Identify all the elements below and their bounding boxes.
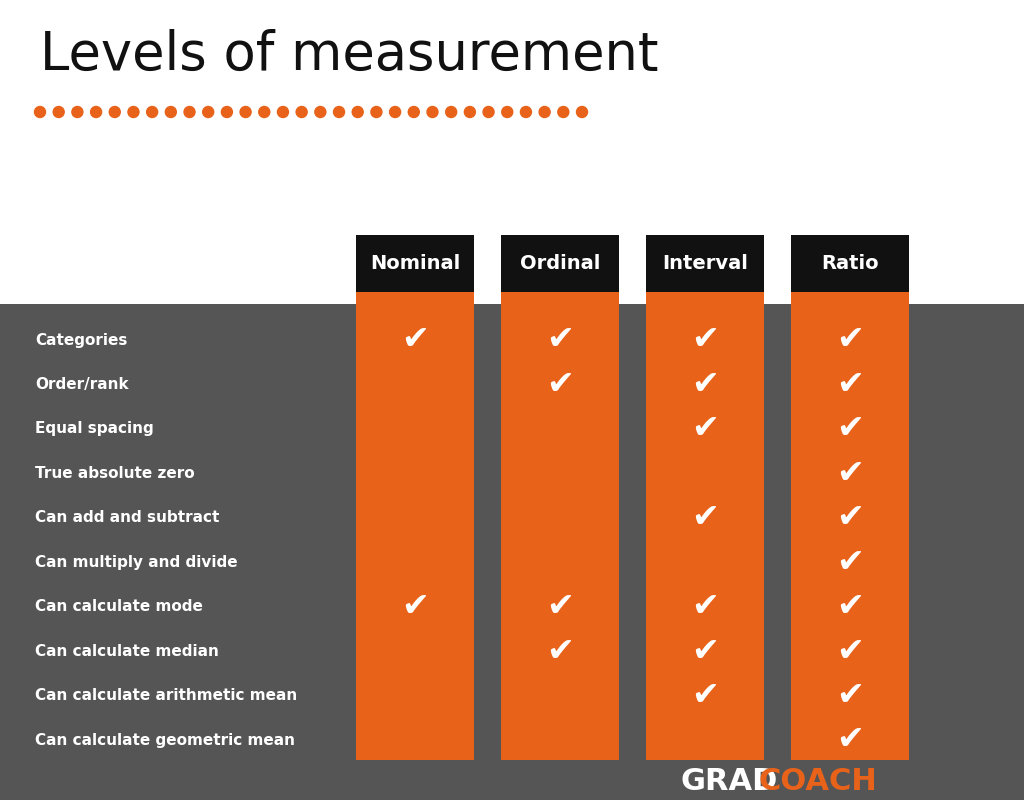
Circle shape <box>53 106 65 118</box>
Circle shape <box>520 106 531 118</box>
Circle shape <box>110 106 120 118</box>
Circle shape <box>35 106 45 118</box>
Text: Can calculate mode: Can calculate mode <box>35 599 203 614</box>
Bar <box>501 235 618 304</box>
Circle shape <box>334 106 344 118</box>
Text: ✔: ✔ <box>836 546 864 578</box>
Bar <box>791 292 909 304</box>
Bar <box>791 235 909 304</box>
Text: Can calculate arithmetic mean: Can calculate arithmetic mean <box>35 688 297 703</box>
Text: Order/rank: Order/rank <box>35 377 129 392</box>
Text: ✔: ✔ <box>836 457 864 490</box>
Text: ✔: ✔ <box>836 502 864 534</box>
Bar <box>0 304 1024 800</box>
Circle shape <box>427 106 438 118</box>
Bar <box>356 304 474 760</box>
Text: Equal spacing: Equal spacing <box>35 422 154 436</box>
Circle shape <box>240 106 251 118</box>
Circle shape <box>464 106 475 118</box>
Text: ✔: ✔ <box>546 634 574 668</box>
Circle shape <box>90 106 101 118</box>
Bar <box>646 235 764 304</box>
Text: ✔: ✔ <box>836 412 864 446</box>
Circle shape <box>352 106 364 118</box>
Text: ✔: ✔ <box>836 723 864 757</box>
Text: ✔: ✔ <box>691 590 719 623</box>
Bar <box>646 292 764 304</box>
Text: ✔: ✔ <box>546 368 574 401</box>
Bar <box>791 304 909 760</box>
Text: Categories: Categories <box>35 333 127 347</box>
Circle shape <box>445 106 457 118</box>
Circle shape <box>128 106 139 118</box>
Circle shape <box>389 106 400 118</box>
Text: Nominal: Nominal <box>370 254 460 273</box>
Text: ✔: ✔ <box>691 634 719 668</box>
Circle shape <box>72 106 83 118</box>
Text: ✔: ✔ <box>691 323 719 357</box>
Circle shape <box>259 106 269 118</box>
Text: Can calculate median: Can calculate median <box>35 644 219 658</box>
Circle shape <box>184 106 195 118</box>
Text: GRAD: GRAD <box>680 767 777 797</box>
Circle shape <box>165 106 176 118</box>
Circle shape <box>146 106 158 118</box>
Text: ✔: ✔ <box>546 590 574 623</box>
Text: Can multiply and divide: Can multiply and divide <box>35 554 238 570</box>
Text: ✔: ✔ <box>691 368 719 401</box>
Circle shape <box>221 106 232 118</box>
Text: ✔: ✔ <box>401 590 429 623</box>
Text: ✔: ✔ <box>691 412 719 446</box>
Bar <box>356 292 474 304</box>
Text: ✔: ✔ <box>401 323 429 357</box>
Text: Ordinal: Ordinal <box>520 254 600 273</box>
Bar <box>356 235 474 304</box>
Circle shape <box>203 106 214 118</box>
Text: COACH: COACH <box>758 767 877 797</box>
Circle shape <box>296 106 307 118</box>
Text: True absolute zero: True absolute zero <box>35 466 195 481</box>
Bar <box>646 304 764 760</box>
Text: ✔: ✔ <box>836 590 864 623</box>
Circle shape <box>577 106 588 118</box>
Circle shape <box>314 106 326 118</box>
Text: Can calculate geometric mean: Can calculate geometric mean <box>35 733 295 747</box>
Circle shape <box>278 106 289 118</box>
Text: Ratio: Ratio <box>821 254 879 273</box>
Circle shape <box>502 106 513 118</box>
Circle shape <box>539 106 550 118</box>
Text: ✔: ✔ <box>836 323 864 357</box>
Text: ✔: ✔ <box>836 634 864 668</box>
Text: ✔: ✔ <box>836 679 864 712</box>
Circle shape <box>483 106 494 118</box>
Text: ✔: ✔ <box>836 368 864 401</box>
Bar <box>501 304 618 760</box>
Text: Interval: Interval <box>663 254 748 273</box>
Circle shape <box>371 106 382 118</box>
Text: ✔: ✔ <box>546 323 574 357</box>
Text: Can add and subtract: Can add and subtract <box>35 510 219 526</box>
Bar <box>501 292 618 304</box>
Text: ✔: ✔ <box>691 679 719 712</box>
Circle shape <box>409 106 419 118</box>
Circle shape <box>558 106 568 118</box>
Text: Levels of measurement: Levels of measurement <box>40 29 658 81</box>
Text: ✔: ✔ <box>691 502 719 534</box>
